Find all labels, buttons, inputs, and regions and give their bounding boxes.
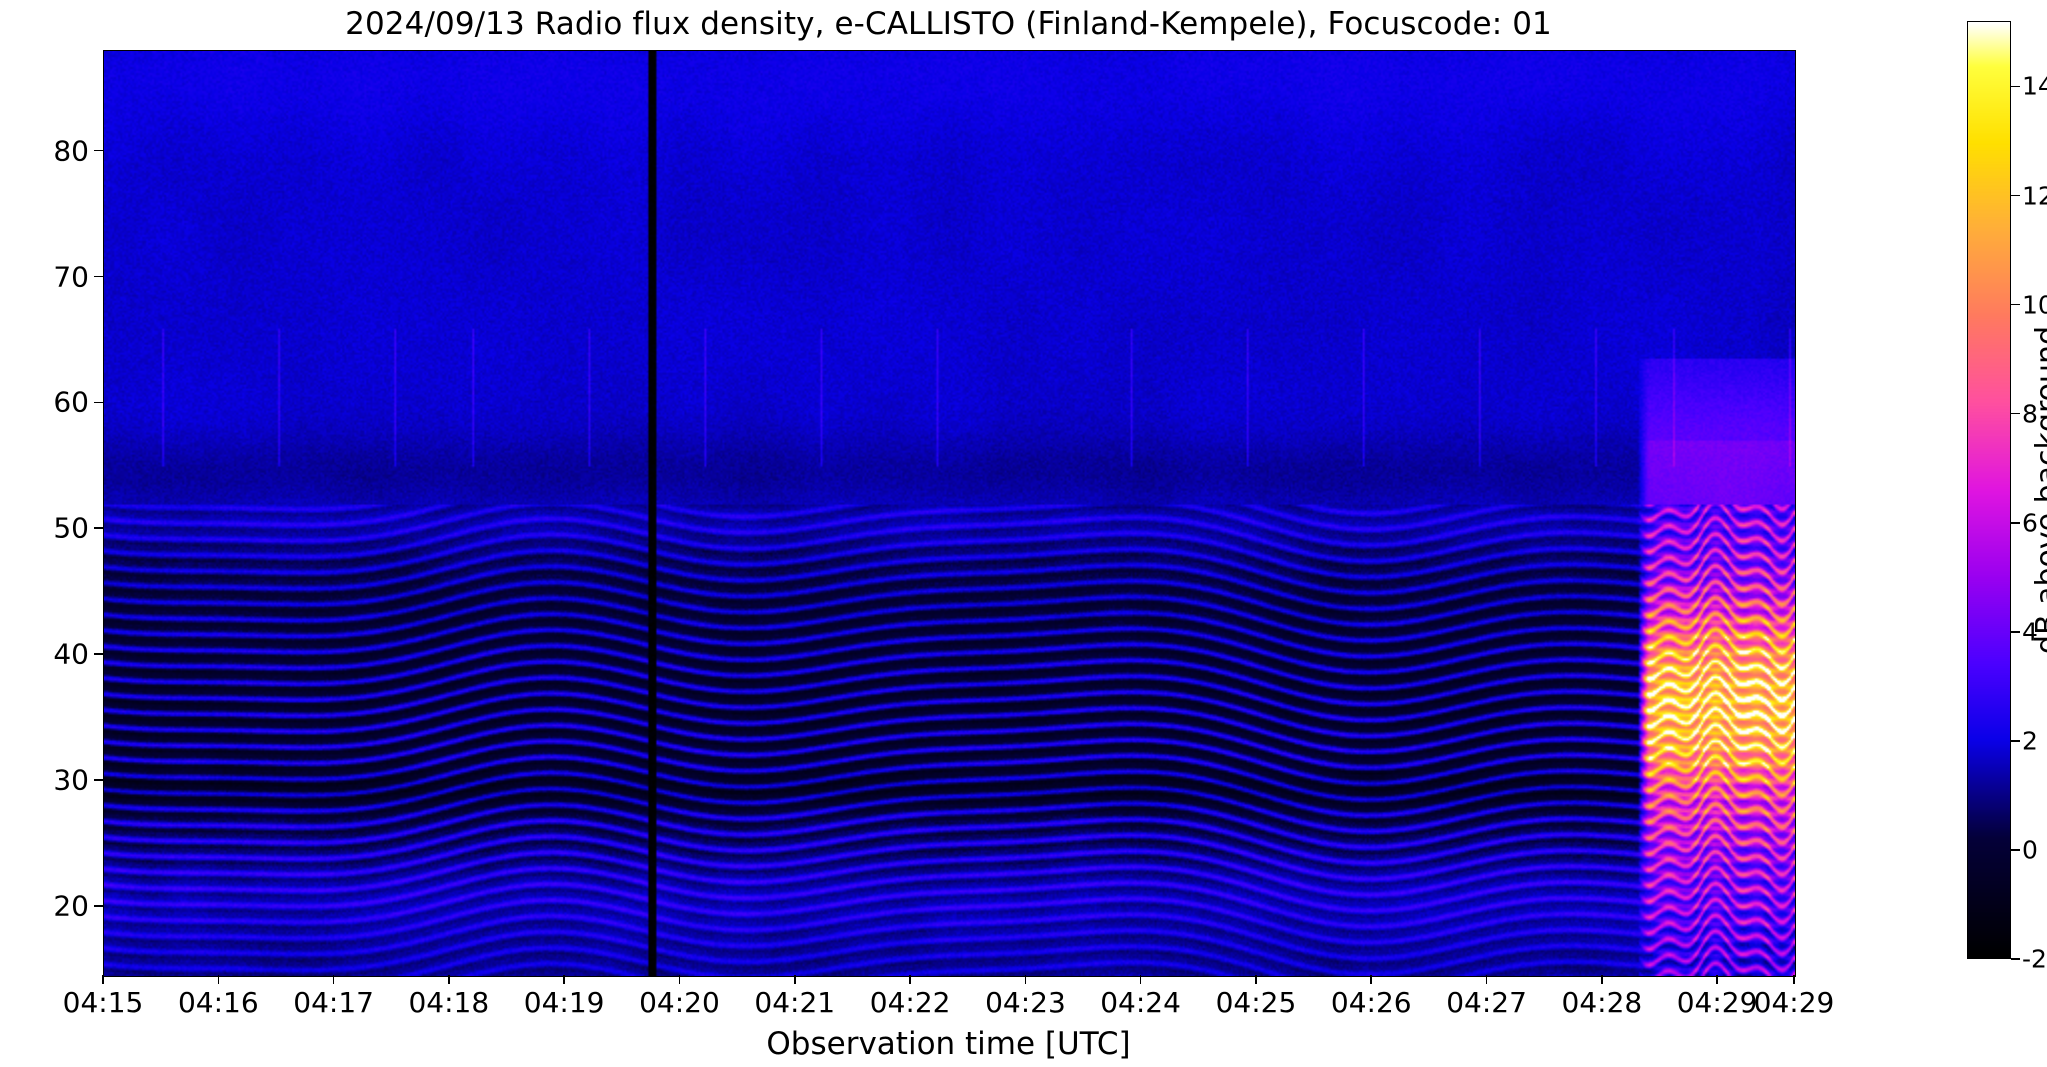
colorbar[interactable] bbox=[1967, 21, 2011, 959]
colorbar-tick-mark bbox=[2011, 740, 2020, 742]
y-axis-tick-label: 40 bbox=[53, 637, 89, 671]
colorbar-tick-mark bbox=[2011, 303, 2020, 306]
colorbar-tick-mark bbox=[2011, 958, 2020, 960]
x-axis-tick-label: 04:20 bbox=[639, 986, 720, 1019]
colorbar-tick-mark bbox=[2011, 85, 2020, 88]
x-axis-tick-label: 04:18 bbox=[408, 986, 490, 1019]
colorbar-tick-mark bbox=[2011, 412, 2020, 415]
x-axis-tick-label: 04:21 bbox=[754, 986, 836, 1019]
y-axis-tick-mark bbox=[94, 904, 103, 907]
y-axis-tick-mark bbox=[94, 527, 103, 530]
y-axis-tick-label: 50 bbox=[53, 511, 89, 545]
y-axis-tick-label: 30 bbox=[53, 763, 89, 797]
colorbar-tick-label: 14 bbox=[2022, 71, 2047, 101]
spectrogram-plot-area[interactable] bbox=[103, 50, 1796, 977]
y-axis-tick-mark bbox=[94, 779, 103, 781]
page-title: 2024/09/13 Radio flux density, e-CALLIST… bbox=[345, 6, 1552, 42]
colorbar-tick-mark bbox=[2011, 521, 2020, 524]
colorbar-tick-label: 12 bbox=[2022, 181, 2047, 210]
y-axis-tick-label: 20 bbox=[53, 889, 89, 923]
dynamic-spectrum-image bbox=[104, 51, 1795, 976]
x-axis-tick-label: 04:27 bbox=[1446, 986, 1527, 1019]
x-axis-tick-label: 04:17 bbox=[293, 986, 374, 1019]
x-axis-tick-label: 04:25 bbox=[1215, 986, 1297, 1019]
x-axis-tick-label: 04:26 bbox=[1330, 986, 1412, 1019]
colorbar-tick-label: 10 bbox=[2022, 290, 2047, 320]
y-axis-tick-mark bbox=[94, 653, 103, 655]
x-axis-tick-label: 04:24 bbox=[1100, 986, 1181, 1019]
x-axis-tick-label: 04:29 bbox=[1753, 986, 1835, 1019]
x-axis-tick-label: 04:28 bbox=[1561, 986, 1643, 1019]
x-axis-tick-label: 04:19 bbox=[523, 986, 605, 1019]
x-axis-tick-label: 04:15 bbox=[62, 986, 144, 1019]
y-axis-tick-mark bbox=[94, 275, 103, 278]
x-axis-tick-label: 04:23 bbox=[985, 986, 1066, 1019]
x-axis-tick-label: 04:16 bbox=[177, 986, 259, 1019]
y-axis-tick-mark bbox=[94, 401, 103, 404]
y-axis-tick-label: 70 bbox=[53, 260, 89, 294]
colorbar-gradient bbox=[1968, 22, 2010, 958]
colorbar-tick-label: 0 bbox=[2022, 835, 2038, 865]
y-axis-tick-label: 80 bbox=[53, 134, 89, 168]
colorbar-tick-mark bbox=[2011, 630, 2020, 633]
y-axis-tick-label: 60 bbox=[53, 385, 89, 419]
colorbar-tick-label: -2 bbox=[2022, 944, 2047, 974]
x-axis-tick-label: 04:29 bbox=[1676, 986, 1758, 1019]
x-axis-tick-label: 04:22 bbox=[869, 986, 951, 1019]
colorbar-label: dB above background bbox=[2030, 325, 2047, 655]
colorbar-tick-mark bbox=[2011, 849, 2020, 851]
x-axis-label: Observation time [UTC] bbox=[766, 1026, 1131, 1062]
colorbar-tick-label: 2 bbox=[2022, 726, 2038, 756]
colorbar-tick-mark bbox=[2011, 194, 2020, 197]
y-axis-tick-mark bbox=[94, 149, 103, 152]
